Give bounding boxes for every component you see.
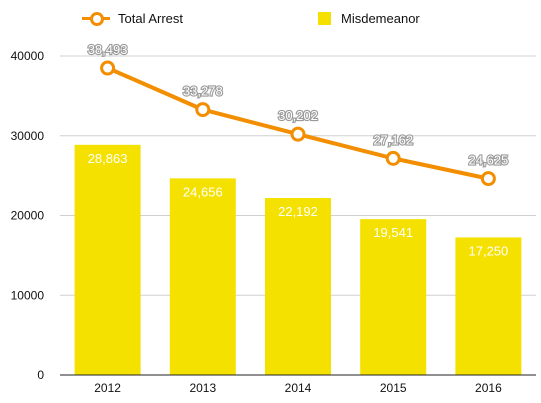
legend-misdemeanor: Misdemeanor bbox=[318, 8, 420, 28]
x-axis: 2012 2013 2014 2015 2016 bbox=[60, 374, 536, 395]
line-value-label: 38,493 bbox=[88, 42, 128, 57]
bar-swatch-icon bbox=[318, 11, 331, 25]
y-axis: 0 10000 20000 30000 40000 bbox=[11, 49, 45, 382]
y-tick-label: 10000 bbox=[11, 288, 45, 302]
bar bbox=[265, 198, 331, 375]
x-tick-label: 2015 bbox=[380, 381, 407, 395]
y-tick-label: 0 bbox=[37, 368, 44, 382]
bar-value-label: 24,656 bbox=[183, 184, 223, 199]
legend-misdemeanor-label: Misdemeanor bbox=[341, 10, 420, 26]
bar bbox=[169, 178, 236, 375]
bar-value-label: 17,250 bbox=[469, 243, 509, 258]
line-point bbox=[385, 150, 401, 166]
x-tick-label: 2012 bbox=[94, 381, 121, 395]
legend-total-arrest: Total Arrest bbox=[82, 8, 183, 28]
bar bbox=[360, 219, 427, 375]
bar bbox=[74, 144, 141, 375]
x-tick-label: 2013 bbox=[189, 381, 216, 395]
line-point bbox=[290, 126, 306, 142]
x-tick-label: 2016 bbox=[475, 381, 502, 395]
line-series: 38,493 33,278 30,202 27,162 24,625 bbox=[87, 41, 509, 187]
line-value-label: 27,162 bbox=[373, 132, 413, 147]
line-marker-icon bbox=[82, 12, 110, 26]
line-point bbox=[100, 60, 116, 76]
line-point bbox=[480, 171, 496, 187]
bar-value-label: 22,192 bbox=[278, 204, 318, 219]
y-tick-label: 20000 bbox=[11, 209, 45, 223]
total-arrest-line bbox=[106, 66, 489, 181]
line-value-label: 24,625 bbox=[469, 153, 509, 168]
bar-value-label: 28,863 bbox=[88, 151, 128, 166]
legend-total-arrest-label: Total Arrest bbox=[118, 10, 184, 26]
bar bbox=[455, 237, 522, 375]
line-value-label: 33,278 bbox=[183, 84, 223, 99]
bar-value-label: 19,541 bbox=[373, 225, 413, 240]
bar-series: 28,863 24,656 22,192 19,541 17,250 bbox=[74, 144, 522, 375]
line-value-label: 30,202 bbox=[278, 108, 318, 123]
x-tick-label: 2014 bbox=[285, 381, 312, 395]
line-point bbox=[195, 102, 211, 118]
y-tick-label: 30000 bbox=[11, 129, 45, 143]
y-tick-label: 40000 bbox=[11, 49, 45, 63]
